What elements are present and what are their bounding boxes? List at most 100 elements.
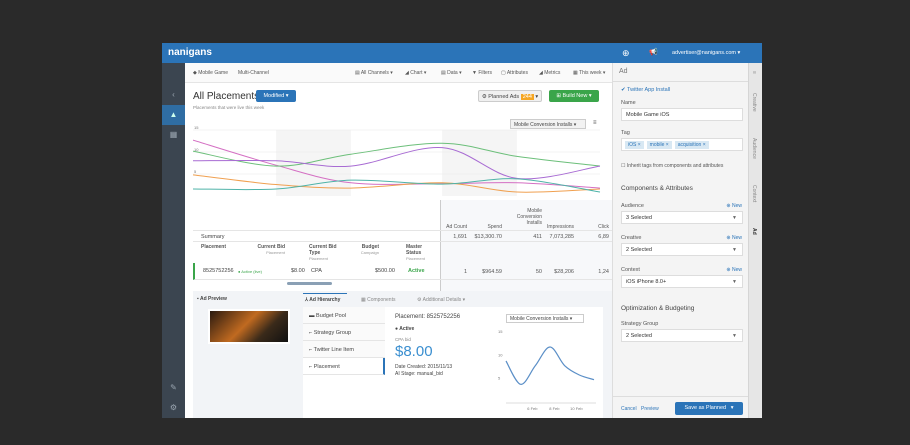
vtab-ad[interactable]: Ad — [751, 228, 757, 235]
field-select[interactable]: 2 Selected ▼ — [621, 243, 743, 256]
mini-series-line — [505, 346, 595, 385]
date-range-menu[interactable]: ▦ This week ▾ — [573, 70, 606, 76]
field-select[interactable]: iOS iPhone 8.0+ ▼ — [621, 275, 743, 288]
panel-menu-icon[interactable]: ≡ — [751, 71, 757, 74]
metric-header[interactable]: Spend — [487, 224, 502, 230]
tab-ad-hierarchy[interactable]: ⅄ Ad Hierarchy — [305, 297, 341, 303]
top-bar: nanigans ⊕ 📢 advertiser@nanigans.com ▾ — [162, 43, 762, 63]
vtab-creative[interactable]: Creative — [751, 93, 757, 112]
plus-circle-icon[interactable]: ⊕ — [622, 48, 630, 58]
ad-preview-label: ▪ Ad Preview — [197, 296, 227, 302]
tab-additional-details[interactable]: ⚙ Additional Details ▾ — [417, 297, 466, 303]
chevron-down-icon: ▼ — [732, 247, 737, 253]
planned-count-badge: 244 — [520, 94, 534, 100]
main-content: ◆ Mobile Game Multi-Channel ▤ All Channe… — [185, 63, 612, 418]
live-status: ● Active (live) — [238, 269, 262, 274]
new-link[interactable]: ⊕ New — [726, 203, 742, 209]
preview-link[interactable]: Preview — [641, 406, 659, 412]
chart-menu[interactable]: ◢ Chart ▾ — [405, 70, 427, 76]
vtab-context[interactable]: Context — [751, 185, 757, 203]
chart-band — [276, 130, 351, 196]
build-new-button[interactable]: ⊞ Build New ▾ — [549, 90, 599, 102]
tag-acquisition[interactable]: acquisition × — [674, 141, 709, 149]
row-metric-value: 1,24 — [598, 269, 609, 275]
data-menu[interactable]: ▤ Data ▾ — [441, 70, 462, 76]
field-select[interactable]: 3 Selected ▼ — [621, 211, 743, 224]
strategy-label: Strategy Group — [621, 321, 659, 327]
save-as-planned-button[interactable]: Save as Planned ▾ — [675, 402, 743, 415]
ad-preview-image[interactable] — [208, 309, 290, 344]
x-tick-label: 6 Feb — [300, 197, 311, 198]
reports-icon[interactable]: ▦ — [169, 130, 178, 139]
field-label: Creative — [621, 235, 642, 241]
attributes-button[interactable]: ▢ Attributes — [501, 70, 528, 76]
hierarchy-budget-pool[interactable]: ▬ Budget Pool — [303, 307, 385, 324]
tag-input[interactable]: iOS × mobile × acquisition × — [621, 138, 743, 151]
hierarchy-placement[interactable]: ⌐ Placement — [303, 358, 385, 375]
summary-value: 6,89 — [598, 234, 609, 240]
settings-icon[interactable]: ⚙ — [169, 403, 178, 412]
budget: $500.00 — [375, 268, 395, 274]
placements-icon[interactable]: ▲ — [162, 105, 185, 125]
metric-header[interactable]: Mobile Conversion Installs — [516, 208, 542, 226]
logo: nanigans — [168, 47, 212, 58]
summary-value: 1,691 — [453, 234, 467, 240]
summary-value: $13,300.70 — [474, 234, 502, 240]
chart-metric-select[interactable]: Mobile Conversion Installs ▾ — [510, 119, 586, 129]
y-tick-label: 5 — [194, 169, 197, 174]
megaphone-icon[interactable]: 📢 — [649, 49, 658, 56]
series-line — [193, 178, 601, 193]
hierarchy-strategy-group[interactable]: ⌐ Strategy Group — [303, 324, 385, 341]
divider — [613, 81, 749, 82]
mini-x-tick: 10 Feb — [570, 406, 583, 411]
tag-mobile[interactable]: mobile × — [646, 141, 672, 149]
name-input[interactable]: Mobile Game iOS — [621, 108, 743, 121]
breadcrumb-mobile-game[interactable]: ◆ Mobile Game — [193, 70, 228, 76]
column-header[interactable]: Current Bid Placement — [257, 244, 286, 255]
master-status: Active — [408, 268, 425, 274]
new-link[interactable]: ⊕ New — [726, 235, 742, 241]
tab-components[interactable]: ▦ Components — [361, 297, 396, 303]
ad-type: ✔ Twitter App Install — [621, 87, 671, 93]
user-menu[interactable]: advertiser@nanigans.com ▾ — [672, 50, 741, 56]
bid-type: CPA — [311, 268, 322, 274]
active-tab-indicator — [303, 293, 347, 294]
hierarchy-line-item[interactable]: ⌐ Twitter Line Item — [303, 341, 385, 358]
cancel-link[interactable]: Cancel — [621, 406, 637, 412]
current-bid: $8.00 — [291, 268, 305, 274]
tag-ios[interactable]: iOS × — [625, 141, 644, 149]
table-row[interactable]: 8525752256 ● Active (live) $8.00 CPA $50… — [193, 263, 612, 280]
metrics-button[interactable]: ◢ Metrics — [539, 70, 561, 76]
row-metric-value: $964.59 — [482, 269, 502, 275]
column-header[interactable]: Master Status Placement — [406, 244, 425, 261]
tools-icon[interactable]: ✎ — [170, 383, 177, 392]
column-header[interactable]: Placement — [201, 244, 227, 250]
placements-chart: 15 10 5 6 Feb 8 Feb 10 Feb — [193, 125, 601, 198]
column-header[interactable]: Budget Campaign — [360, 244, 379, 255]
mini-chart-metric-select[interactable]: Mobile Conversion Installs ▾ — [506, 314, 584, 323]
tag-label: Tag — [621, 130, 630, 136]
inherit-tags-checkbox[interactable]: ☐ Inherit tags from components and attri… — [621, 163, 724, 169]
modified-filter-button[interactable]: Modified ▾ — [256, 90, 296, 102]
hierarchy-panel: ▬ Budget Pool ⌐ Strategy Group ⌐ Twitter… — [303, 307, 603, 418]
mini-x-tick: 6 Feb — [527, 406, 538, 411]
new-link[interactable]: ⊕ New — [726, 267, 742, 273]
breadcrumb-multichannel[interactable]: Multi-Channel — [238, 70, 269, 76]
table-scrollbar[interactable] — [287, 282, 332, 285]
column-header[interactable]: Current Bid Type Placement — [309, 244, 337, 261]
planned-ads-button[interactable]: ⚙ Planned Ads 244 ▾ — [478, 90, 542, 102]
collapse-icon[interactable]: ‹ — [172, 90, 175, 99]
y-tick-label: 10 — [194, 147, 199, 152]
metric-header[interactable]: Impressions — [547, 224, 574, 230]
series-line — [193, 174, 601, 193]
chart-settings-icon[interactable]: ≡ — [593, 120, 597, 126]
metric-header[interactable]: Ad Count — [446, 224, 467, 230]
summary-row: Summary — [193, 230, 612, 242]
metric-header[interactable]: Click — [598, 224, 609, 230]
strategy-select[interactable]: 2 Selected ▼ — [621, 329, 743, 342]
all-channels-menu[interactable]: ▤ All Channels ▾ — [355, 70, 393, 76]
filters-button[interactable]: ▼ Filters — [472, 70, 492, 76]
vtab-audience[interactable]: Audience — [751, 138, 757, 159]
x-tick-label: 10 Feb — [465, 197, 478, 198]
placement-id[interactable]: 8525752256 — [203, 268, 234, 274]
